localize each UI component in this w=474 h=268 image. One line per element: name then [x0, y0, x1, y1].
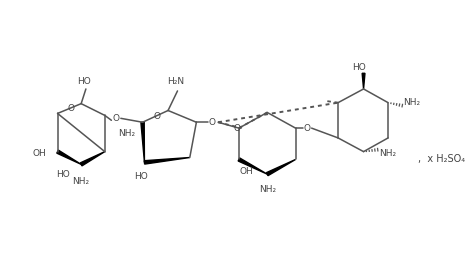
Text: ,  x H₂SO₄: , x H₂SO₄	[419, 154, 465, 165]
Polygon shape	[144, 158, 190, 164]
Text: H₂N: H₂N	[167, 77, 184, 85]
Text: O: O	[113, 114, 119, 123]
Text: HO: HO	[77, 77, 91, 85]
Text: HO: HO	[352, 63, 366, 72]
Text: O: O	[303, 124, 310, 133]
Polygon shape	[238, 158, 267, 174]
Text: O: O	[67, 104, 74, 113]
Text: NH₂: NH₂	[379, 149, 396, 158]
Text: OH: OH	[239, 167, 253, 176]
Text: O: O	[153, 112, 160, 121]
Text: O: O	[234, 124, 240, 133]
Text: O: O	[209, 118, 216, 127]
Polygon shape	[57, 150, 81, 164]
Text: HO: HO	[56, 170, 70, 179]
Polygon shape	[81, 152, 105, 166]
Text: HO: HO	[134, 172, 147, 181]
Text: NH₂: NH₂	[73, 177, 90, 187]
Text: NH₂: NH₂	[118, 129, 135, 137]
Text: NH₂: NH₂	[259, 185, 276, 194]
Polygon shape	[141, 122, 145, 162]
Text: NH₂: NH₂	[403, 98, 420, 107]
Polygon shape	[362, 73, 365, 89]
Polygon shape	[266, 159, 296, 176]
Text: OH: OH	[33, 149, 46, 158]
